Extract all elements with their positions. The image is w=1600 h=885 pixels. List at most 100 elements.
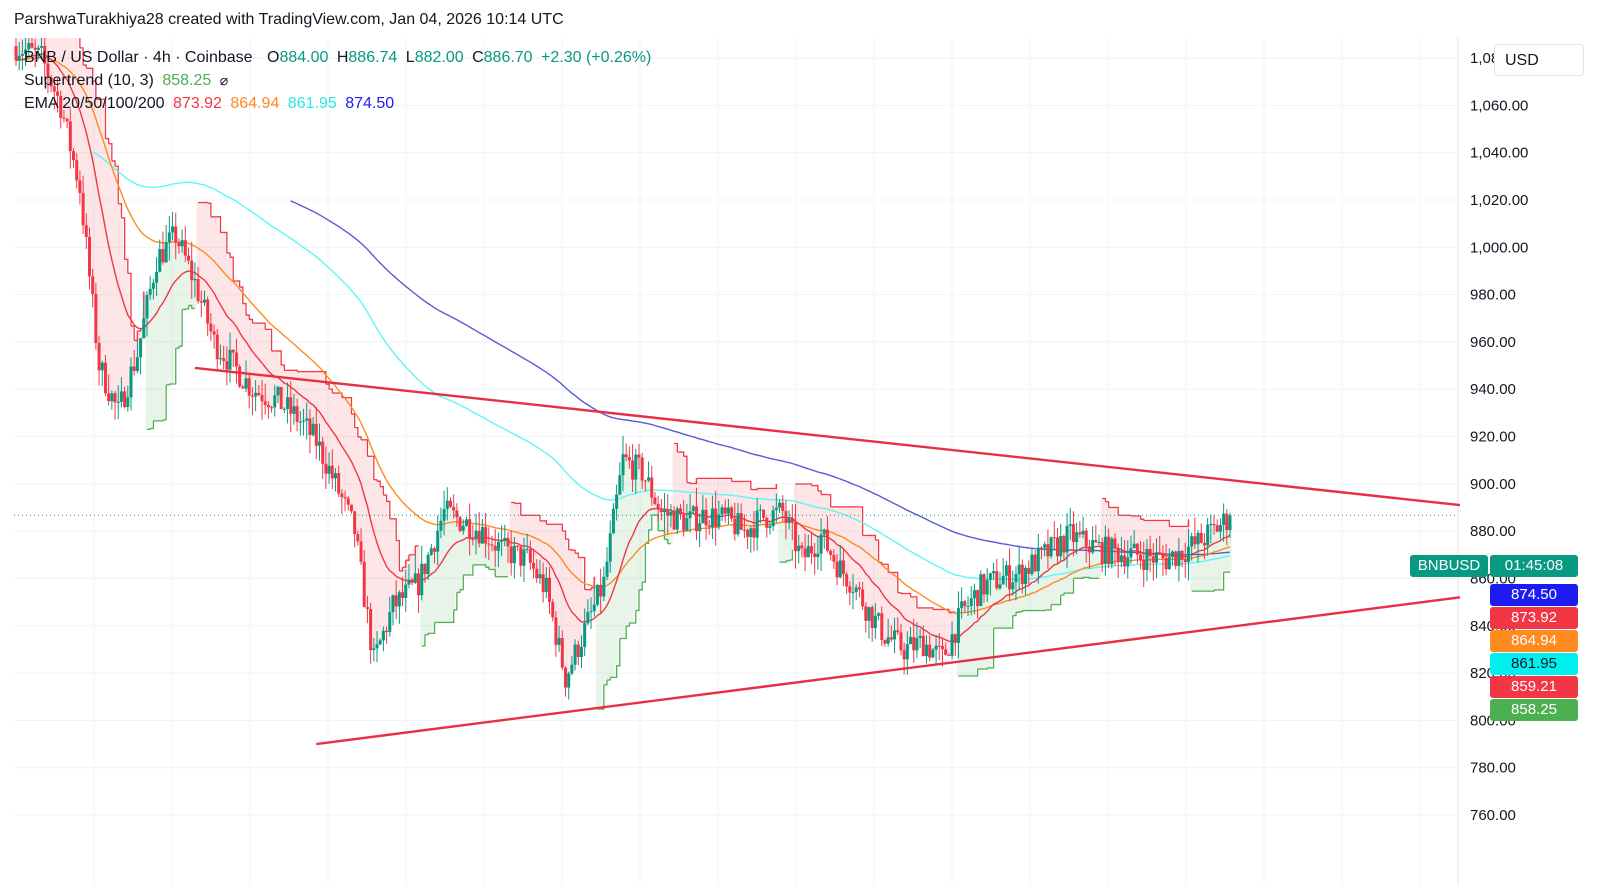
supertrend-fill xyxy=(1110,507,1114,552)
price-tag-4: 859.21 xyxy=(1490,676,1578,698)
candle-body xyxy=(1116,547,1120,563)
candle-body xyxy=(94,293,98,344)
supertrend-fill xyxy=(998,586,1002,629)
candle-body xyxy=(254,392,258,397)
candle-body xyxy=(1036,547,1040,572)
candle-body xyxy=(841,560,845,575)
supertrend-fill xyxy=(123,259,127,400)
supertrend-fill xyxy=(397,570,402,600)
supertrend-fill xyxy=(816,490,820,556)
supertrend-fill xyxy=(979,590,983,670)
ema20-value: 873.92 xyxy=(173,95,222,112)
hidden-eye-icon[interactable]: ⌀ xyxy=(219,72,229,88)
candle-body xyxy=(500,540,504,542)
candle-body xyxy=(963,601,967,607)
candle-body xyxy=(509,546,513,564)
supertrend-fill xyxy=(250,323,255,397)
supertrend-fill xyxy=(330,393,335,473)
symbol-legend[interactable]: BNB / US Dollar · 4h · Coinbase O884.00 … xyxy=(24,49,655,67)
supertrend-legend[interactable]: Supertrend (10, 3) 858.25 ⌀ xyxy=(24,72,232,90)
candle-body xyxy=(880,613,884,640)
supertrend-line xyxy=(172,348,177,385)
supertrend-line xyxy=(124,258,129,274)
supertrend-fill xyxy=(372,479,376,650)
candle-body xyxy=(985,579,989,595)
ema-legend[interactable]: EMA 20/50/100/200 873.92 864.94 861.95 8… xyxy=(24,95,398,113)
candle-body xyxy=(14,46,18,61)
high-label: H xyxy=(336,49,349,66)
candle-body xyxy=(1151,556,1155,563)
candle-body xyxy=(516,545,520,547)
supertrend-fill xyxy=(1209,524,1213,592)
chart-area[interactable]: 1,080.001,060.001,040.001,020.001,000.00… xyxy=(14,38,1600,885)
supertrend-line xyxy=(872,534,877,541)
supertrend-fill xyxy=(167,237,172,385)
candle-body xyxy=(289,397,293,414)
supertrend-fill xyxy=(362,439,367,585)
supertrend-fill xyxy=(765,488,769,523)
candle-body xyxy=(378,640,382,645)
candle-body xyxy=(717,514,721,527)
candle-body xyxy=(787,517,791,523)
candle-body xyxy=(599,584,603,597)
supertrend-line xyxy=(485,566,490,570)
supertrend-fill xyxy=(966,606,970,676)
supertrend-label: Supertrend (10, 3) xyxy=(24,72,154,89)
supertrend-line xyxy=(421,634,426,647)
low-label: L xyxy=(405,49,415,66)
supertrend-fill xyxy=(908,596,913,641)
candle-body xyxy=(605,561,609,577)
candle-body xyxy=(116,401,120,403)
supertrend-fill xyxy=(883,564,887,642)
candle-body xyxy=(682,514,686,531)
supertrend-fill xyxy=(691,483,696,509)
supertrend-fill xyxy=(749,489,753,533)
candle-body xyxy=(1167,557,1171,570)
candle-body xyxy=(132,366,136,371)
candle-body xyxy=(286,397,290,409)
supertrend-fill xyxy=(1007,577,1012,629)
candle-body xyxy=(401,592,405,598)
candle-body xyxy=(260,395,264,402)
candle-body xyxy=(560,637,564,668)
candle-body xyxy=(1158,552,1162,554)
currency-button[interactable]: USD xyxy=(1494,44,1584,76)
candle-body xyxy=(1161,552,1165,559)
y-tick-label: 900.00 xyxy=(1470,476,1516,493)
price-chart[interactable]: 1,080.001,060.001,040.001,020.001,000.00… xyxy=(14,38,1600,885)
candle-body xyxy=(567,673,571,688)
supertrend-fill xyxy=(359,439,363,552)
candle-body xyxy=(298,421,302,423)
candle-body xyxy=(68,121,72,152)
candle-body xyxy=(474,530,478,540)
candle-body xyxy=(925,644,928,657)
candle-body xyxy=(24,49,28,54)
candle-body xyxy=(477,530,481,544)
y-tick-label: 940.00 xyxy=(1470,381,1516,398)
candle-body xyxy=(225,361,229,370)
candle-body xyxy=(816,553,820,557)
candle-body xyxy=(62,117,66,119)
supertrend-fill xyxy=(110,160,114,398)
supertrend-fill xyxy=(420,579,424,647)
supertrend-line xyxy=(1015,611,1020,613)
supertrend-fill xyxy=(1116,515,1120,555)
supertrend-fill xyxy=(445,504,450,623)
supertrend-fill xyxy=(892,572,897,635)
symbol-price-tag: BNBUSD xyxy=(1410,555,1488,577)
candle-body xyxy=(659,509,663,513)
candle-body xyxy=(391,595,395,613)
ema50-value: 864.94 xyxy=(230,95,280,112)
supertrend-line xyxy=(261,322,266,330)
candle-body xyxy=(321,441,325,464)
supertrend-line xyxy=(536,514,541,521)
candle-body xyxy=(1142,559,1146,571)
supertrend-fill xyxy=(1212,524,1216,590)
y-tick-label: 960.00 xyxy=(1470,334,1516,351)
close-label: C xyxy=(472,49,484,66)
supertrend-line xyxy=(118,203,123,218)
supertrend-line xyxy=(1102,497,1107,502)
candle-body xyxy=(107,393,111,402)
candle-body xyxy=(145,295,149,319)
supertrend-line xyxy=(511,501,516,504)
